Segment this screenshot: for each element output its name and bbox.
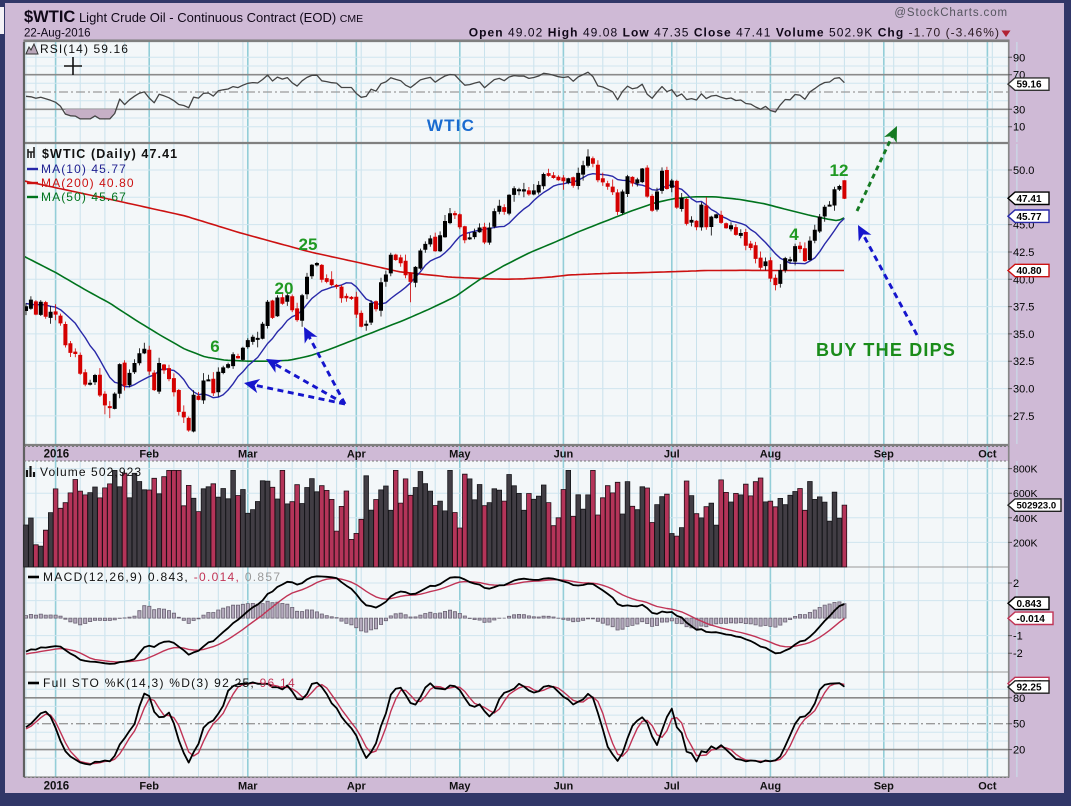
- svg-text:WTIC: WTIC: [427, 116, 475, 135]
- svg-text:2: 2: [1013, 578, 1019, 590]
- svg-text:10: 10: [1013, 122, 1025, 134]
- svg-text:Mar: Mar: [238, 449, 258, 461]
- svg-text:45.77: 45.77: [1017, 212, 1042, 223]
- svg-text:-1: -1: [1013, 631, 1023, 643]
- svg-text:Sep: Sep: [874, 449, 894, 461]
- svg-text:Feb: Feb: [139, 781, 159, 793]
- svg-text:Jun: Jun: [554, 781, 574, 793]
- svg-text:30.0: 30.0: [1013, 384, 1034, 396]
- svg-text:MACD(12,26,9) 0.843, -0.014, 0: MACD(12,26,9) 0.843, -0.014, 0.857: [43, 570, 281, 584]
- svg-text:4: 4: [789, 225, 799, 244]
- svg-text:Full STO %K(14,3) %D(3) 92.25,: Full STO %K(14,3) %D(3) 92.25, 96.14: [43, 676, 296, 690]
- svg-text:0.843: 0.843: [1017, 599, 1042, 610]
- svg-text:Jul: Jul: [664, 781, 680, 793]
- svg-text:59.16: 59.16: [1017, 80, 1042, 91]
- svg-text:MA(50) 45.67: MA(50) 45.67: [41, 190, 127, 204]
- svg-text:Jul: Jul: [664, 449, 680, 461]
- svg-text:30: 30: [1013, 104, 1025, 116]
- svg-text:37.5: 37.5: [1013, 302, 1034, 314]
- svg-text:6: 6: [210, 337, 219, 356]
- svg-text:90: 90: [1013, 52, 1025, 64]
- svg-text:25: 25: [299, 235, 318, 254]
- svg-text:32.5: 32.5: [1013, 356, 1034, 368]
- svg-text:40.80: 40.80: [1017, 266, 1042, 277]
- svg-text:Volume 502,923: Volume 502,923: [40, 465, 142, 479]
- svg-text:35.0: 35.0: [1013, 329, 1034, 341]
- svg-text:May: May: [449, 781, 471, 793]
- svg-text:50.0: 50.0: [1013, 165, 1034, 177]
- svg-text:@StockCharts.com: @StockCharts.com: [894, 7, 1008, 19]
- svg-text:20: 20: [1013, 745, 1025, 757]
- svg-text:200K: 200K: [1013, 537, 1038, 549]
- svg-text:Apr: Apr: [347, 781, 367, 793]
- svg-text:$WTIC (Daily) 47.41: $WTIC (Daily) 47.41: [42, 147, 178, 161]
- svg-text:Aug: Aug: [760, 449, 781, 461]
- svg-text:BUY THE DIPS: BUY THE DIPS: [816, 340, 956, 360]
- svg-text:Feb: Feb: [139, 449, 159, 461]
- svg-text:-2: -2: [1013, 648, 1023, 660]
- svg-text:12: 12: [830, 161, 849, 180]
- svg-text:Sep: Sep: [874, 781, 894, 793]
- svg-text:Apr: Apr: [347, 449, 367, 461]
- svg-text:-0.014: -0.014: [1017, 614, 1046, 625]
- svg-text:50: 50: [1013, 719, 1025, 731]
- svg-text:400K: 400K: [1013, 513, 1038, 525]
- svg-text:Jun: Jun: [554, 449, 574, 461]
- svg-text:Oct: Oct: [978, 781, 997, 793]
- svg-text:27.5: 27.5: [1013, 411, 1034, 423]
- svg-text:42.5: 42.5: [1013, 247, 1034, 259]
- svg-text:MA(10) 45.77: MA(10) 45.77: [41, 162, 127, 176]
- svg-text:2016: 2016: [44, 781, 70, 793]
- svg-text:92.25: 92.25: [1017, 683, 1042, 694]
- svg-text:$WTIC Light Crude Oil - Contin: $WTIC Light Crude Oil - Continuous Contr…: [24, 8, 363, 26]
- svg-text:80: 80: [1013, 693, 1025, 705]
- svg-text:800K: 800K: [1013, 464, 1038, 476]
- svg-text:RSI(14) 59.16: RSI(14) 59.16: [40, 42, 129, 56]
- svg-text:47.41: 47.41: [1017, 194, 1042, 205]
- svg-text:Open 49.02 High 49.08 Low 47.3: Open 49.02 High 49.08 Low 47.35 Close 47…: [469, 26, 1000, 40]
- svg-text:Aug: Aug: [760, 781, 781, 793]
- svg-text:Mar: Mar: [238, 781, 258, 793]
- svg-text:22-Aug-2016: 22-Aug-2016: [24, 28, 91, 40]
- svg-text:2016: 2016: [44, 449, 70, 461]
- svg-text:MA(200) 40.80: MA(200) 40.80: [41, 176, 135, 190]
- svg-text:20: 20: [275, 279, 294, 298]
- svg-text:Oct: Oct: [978, 449, 997, 461]
- svg-text:502923.0: 502923.0: [1017, 501, 1057, 512]
- svg-text:May: May: [449, 449, 471, 461]
- svg-text:600K: 600K: [1013, 488, 1038, 500]
